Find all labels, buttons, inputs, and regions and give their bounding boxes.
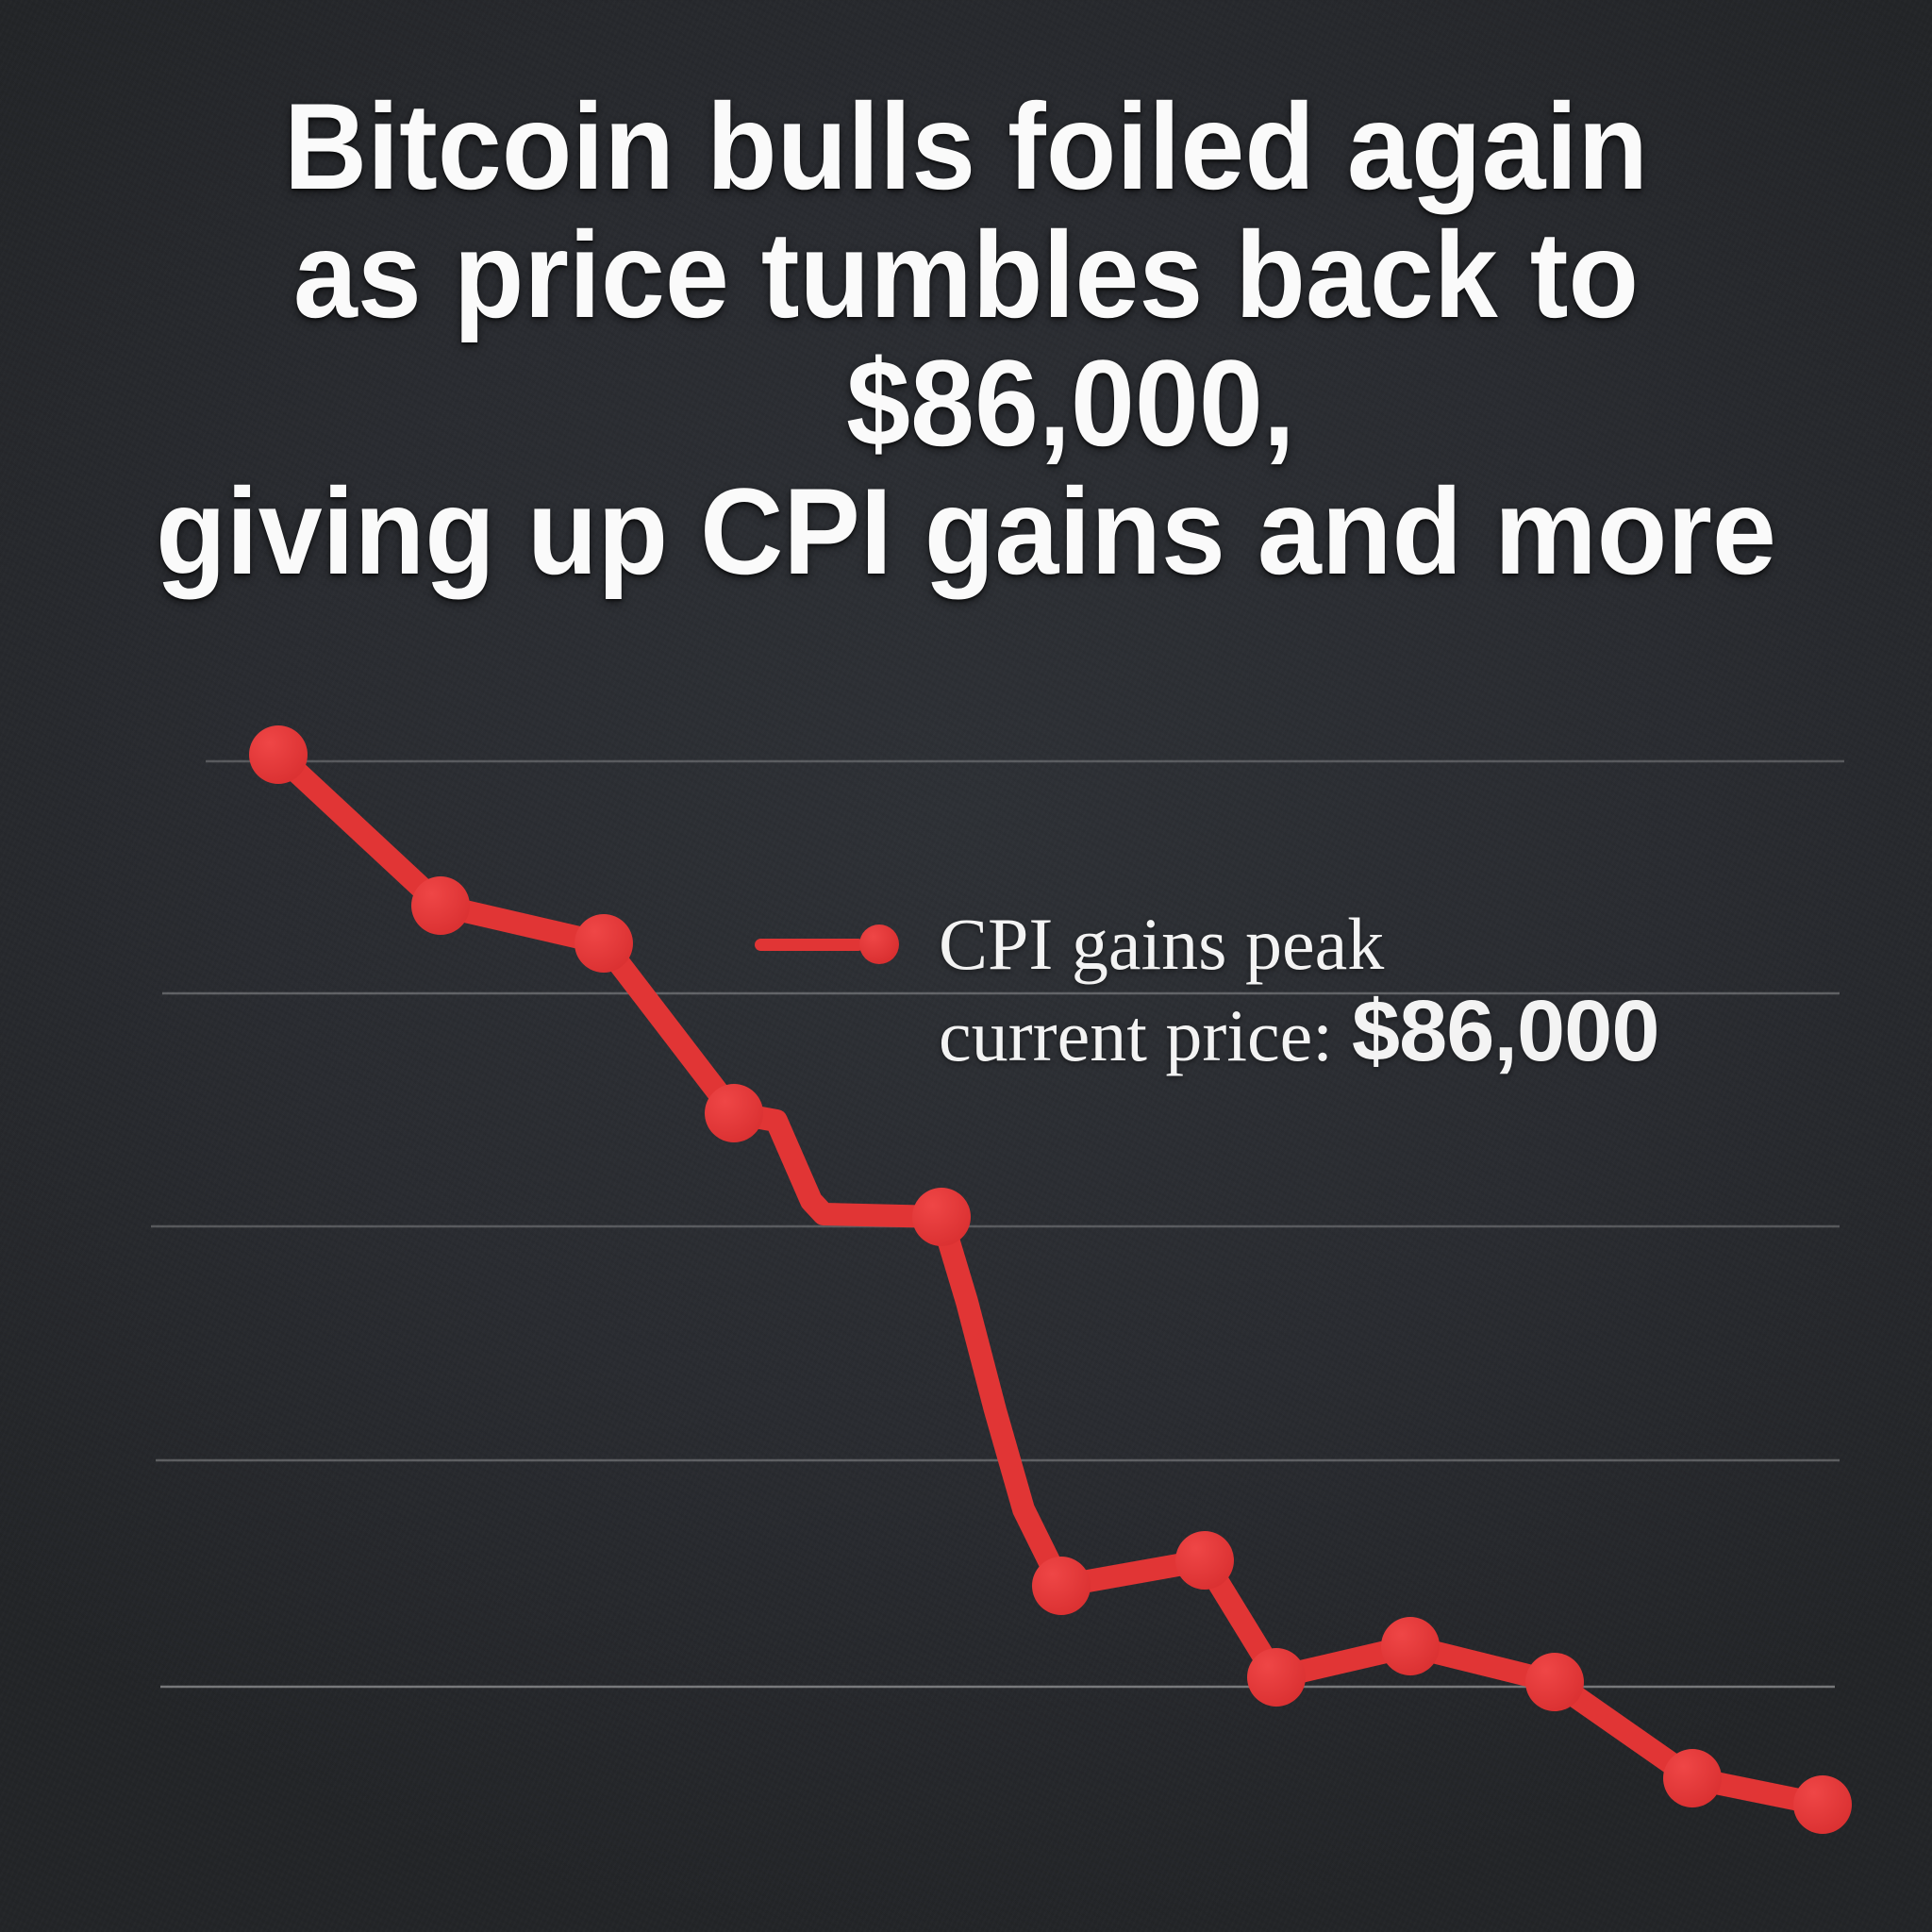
data-point-dot bbox=[1175, 1531, 1234, 1590]
data-point-dot bbox=[575, 914, 633, 973]
data-point-dot bbox=[1247, 1648, 1306, 1707]
legend-label: CPI gains peak bbox=[939, 903, 1385, 985]
data-point-dot bbox=[1381, 1617, 1440, 1675]
legend-price-label: current price: bbox=[939, 994, 1333, 1076]
data-point-dot bbox=[1793, 1775, 1852, 1834]
data-point-dot bbox=[411, 876, 470, 935]
legend-current-price: current price: $86,000 bbox=[939, 983, 1660, 1079]
data-point-dot bbox=[1032, 1557, 1091, 1615]
legend-marker-dot-icon bbox=[859, 924, 899, 964]
data-point-dot bbox=[1525, 1653, 1584, 1711]
headline: Bitcoin bulls foiled again as price tumb… bbox=[58, 82, 1874, 595]
price-line-series bbox=[249, 725, 1852, 1834]
headline-line-4: giving up CPI gains and more bbox=[156, 462, 1776, 600]
legend-price-value: $86,000 bbox=[1351, 983, 1660, 1079]
legend-marker-line bbox=[755, 939, 864, 951]
gridlines bbox=[151, 759, 1844, 1689]
headline-line-1: Bitcoin bulls foiled again bbox=[283, 77, 1649, 215]
data-point-dot bbox=[1663, 1749, 1722, 1807]
headline-line-2: as price tumbles back to bbox=[292, 206, 1640, 343]
headline-line-3: $86,000, bbox=[846, 334, 1295, 472]
data-point-dot bbox=[912, 1188, 971, 1246]
data-point-dot bbox=[249, 725, 308, 784]
data-point-dot bbox=[705, 1084, 763, 1142]
